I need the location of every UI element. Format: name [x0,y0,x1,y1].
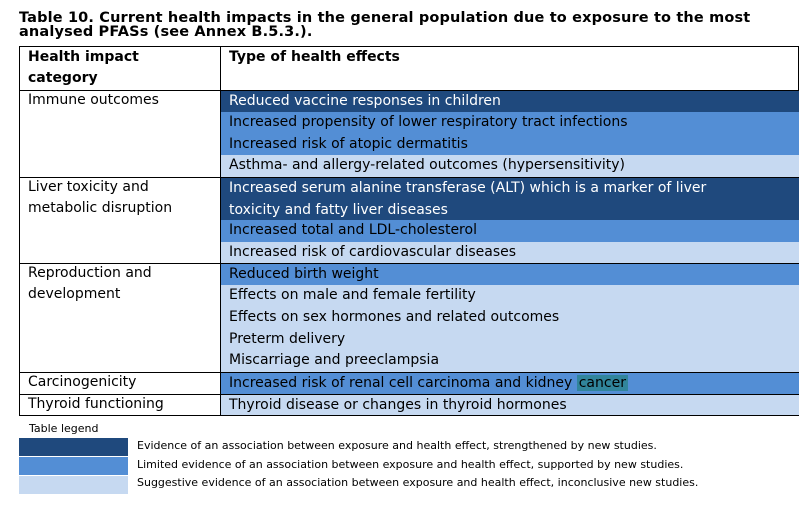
effect-cell: Increased risk of atopic dermatitis [221,134,799,155]
effect-line: Increased serum alanine transferase (ALT… [229,180,707,196]
category-reproduction: Reproduction and development [28,263,152,305]
effect-cell: Effects on sex hormones and related outc… [221,307,799,329]
category-label: Immune outcomes [28,92,159,108]
column-divider [220,46,221,416]
legend-swatch-suggestive [19,476,128,494]
effect-line: toxicity and fatty liver diseases [229,201,448,218]
table-caption-line-1: Table 10. Current health impacts in the … [19,10,751,26]
header-bottom-border [19,90,799,91]
category-label: Carcinogenicity [28,374,137,390]
effect-cell: Increased propensity of lower respirator… [221,112,799,134]
effect-cell: Miscarriage and preeclampsia [221,350,799,372]
effect-cell: Increased risk of cardiovascular disease… [221,242,799,263]
table-caption-line-2: analysed PFASs (see Annex B.5.3.). [19,24,313,40]
category-label: Reproduction and [28,265,152,281]
effect-cell: Increased risk of renal cell carcinoma a… [221,373,799,394]
effect-cell: Reduced birth weight [221,264,799,285]
legend-text-limited: Limited evidence of an association betwe… [137,458,684,471]
category-label: Thyroid functioning [28,396,164,412]
category-liver: Liver toxicity and metabolic disruption [28,177,172,219]
legend-swatch-limited [19,457,128,475]
health-impacts-table: Health impact category Type of health ef… [19,46,799,416]
effect-cell: Preterm delivery [221,329,799,350]
category-thyroid: Thyroid functioning [28,394,164,415]
table-caption: Table 10. Current health impacts in the … [19,10,809,40]
row-divider [19,177,799,178]
legend-text-strong: Evidence of an association between expos… [137,439,657,452]
effect-cell: Thyroid disease or changes in thyroid ho… [221,395,799,415]
effect-cell: Increased total and LDL-cholesterol [221,220,799,242]
header-category: Health impact category [28,47,139,89]
legend-text-suggestive: Suggestive evidence of an association be… [137,476,699,489]
row-divider [19,394,799,395]
category-label: development [28,286,121,302]
category-carcinogenicity: Carcinogenicity [28,372,136,393]
effect-text: Increased risk of renal cell carcinoma a… [229,375,577,391]
table-left-border [19,46,20,416]
table-top-border [19,46,799,47]
legend-swatch-strong [19,438,128,456]
header-category-line-2: category [28,70,98,86]
category-label: Liver toxicity and [28,179,149,195]
effect-cell: Asthma- and allergy-related outcomes (hy… [221,155,799,177]
row-divider [19,263,799,264]
table-bottom-border [19,415,799,416]
header-effects: Type of health effects [229,49,400,65]
category-immune: Immune outcomes [28,90,159,111]
effect-cell: Reduced vaccine responses in children [221,91,799,112]
highlighted-word: cancer [576,375,628,391]
header-category-line-1: Health impact [28,49,139,65]
effect-cell: Effects on male and female fertility [221,285,799,307]
legend-title: Table legend [29,422,99,435]
category-label: metabolic disruption [28,200,173,216]
row-divider [19,372,799,373]
effect-cell: Increased serum alanine transferase (ALT… [221,178,799,220]
